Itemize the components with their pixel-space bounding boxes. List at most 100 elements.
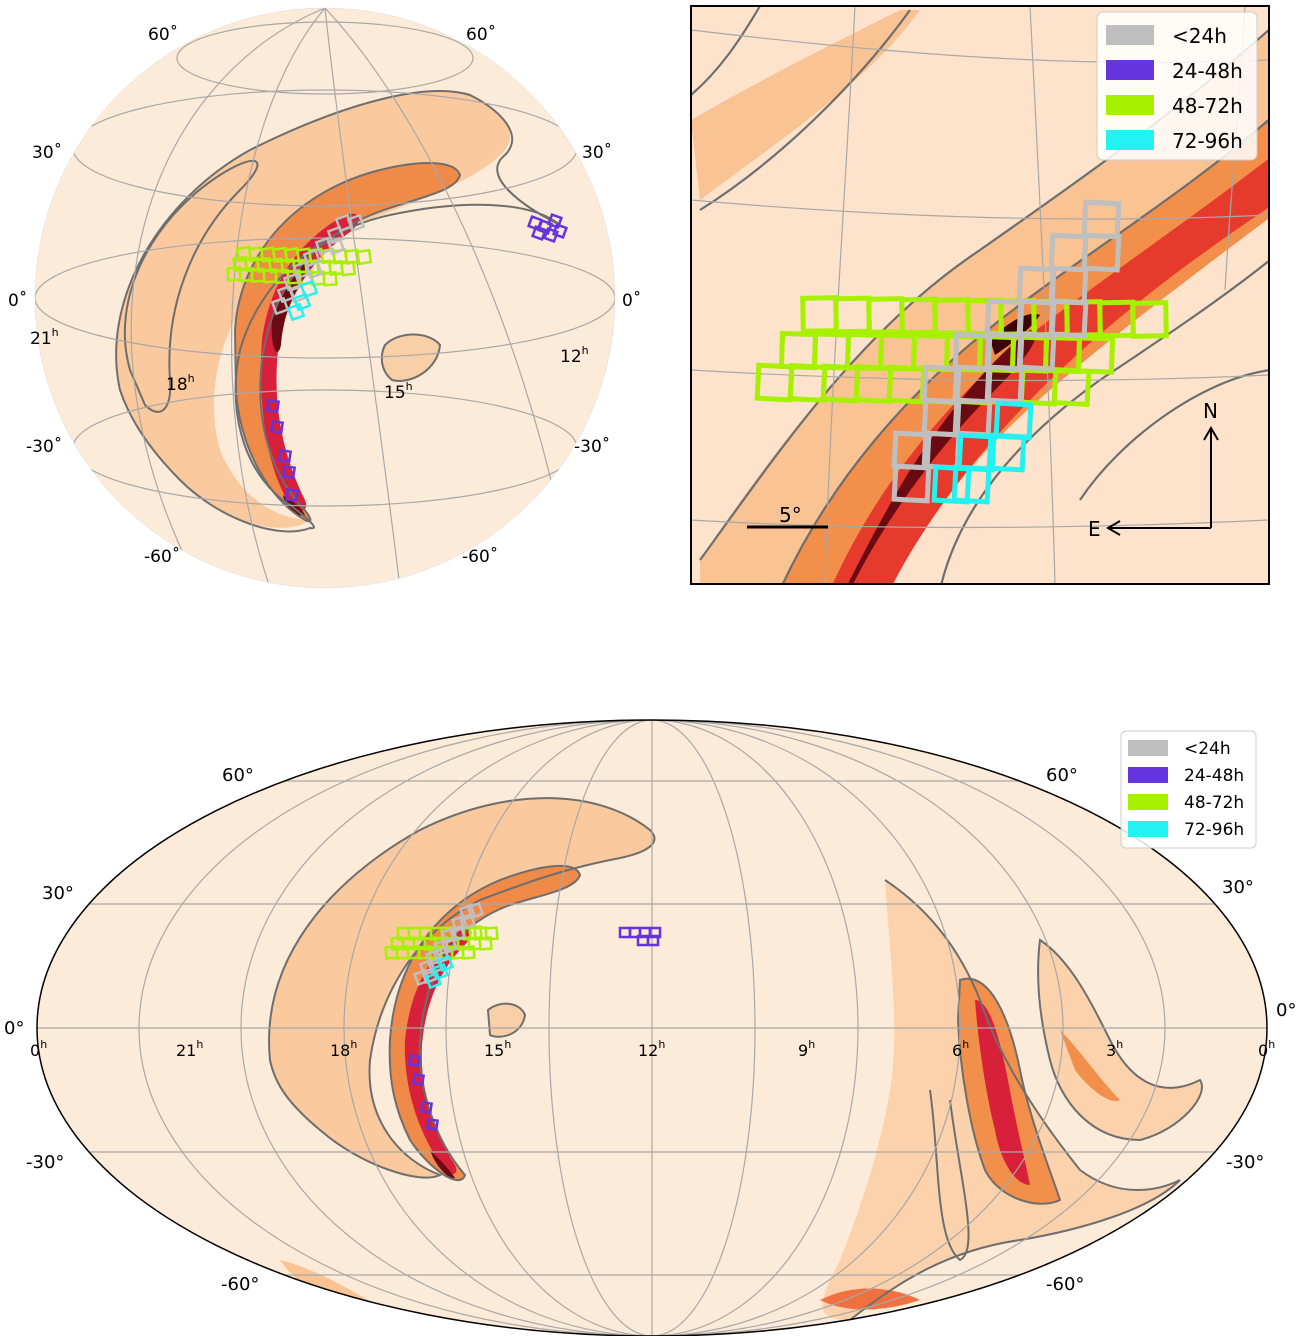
observation-tile bbox=[468, 925, 483, 940]
observation-tile bbox=[282, 272, 302, 292]
observation-tile bbox=[891, 463, 932, 504]
ra-label: 0h bbox=[30, 1038, 47, 1060]
legend-label: 72-96h bbox=[1172, 129, 1243, 153]
ra-label: 12h bbox=[560, 344, 589, 367]
moll-dec-labels: 60° 30° 0° -30° -60° 60° 30° 0° -30° -60… bbox=[4, 765, 1296, 1295]
legend-label: <24h bbox=[1172, 24, 1227, 48]
observation-tile bbox=[304, 260, 324, 280]
dec-label: 0° bbox=[1276, 1000, 1296, 1021]
zoom-frame bbox=[690, 5, 1270, 585]
orthographic-globe-panel: 60˚ 60˚ 30˚ 30˚ 0˚ 0˚ -30˚ -30˚ -60˚ -60… bbox=[8, 7, 641, 589]
dec-label: 60° bbox=[222, 765, 254, 786]
observation-tile bbox=[420, 1101, 433, 1114]
dec-label: 30° bbox=[42, 883, 74, 904]
ra-label: 21h bbox=[30, 326, 59, 349]
moll-right-region-peak bbox=[975, 1000, 1030, 1185]
observation-tile bbox=[412, 1073, 425, 1086]
observation-tile bbox=[432, 946, 451, 965]
legend-label: 48-72h bbox=[1184, 793, 1244, 813]
dec-label: -60˚ bbox=[462, 546, 498, 567]
legend-swatch bbox=[1128, 821, 1168, 837]
observation-tile bbox=[551, 222, 569, 240]
scale-bar: 5° bbox=[747, 503, 828, 529]
dec-label: 0˚ bbox=[622, 290, 641, 311]
observation-tile bbox=[440, 926, 459, 945]
observation-tile bbox=[448, 924, 467, 943]
dec-label: -30° bbox=[26, 1152, 64, 1173]
zoom-outer-band bbox=[700, 29, 1269, 584]
observation-tile bbox=[340, 260, 356, 277]
dec-label: -60˚ bbox=[144, 546, 180, 567]
observation-tile bbox=[418, 958, 437, 977]
legend-label: <24h bbox=[1184, 739, 1231, 759]
legend-swatch bbox=[1128, 794, 1168, 810]
probability-blob bbox=[381, 334, 440, 381]
observation-tile bbox=[424, 971, 443, 990]
dec-label: 60˚ bbox=[466, 24, 496, 45]
dec-label: 0˚ bbox=[8, 290, 27, 311]
observation-tile bbox=[542, 226, 560, 244]
observation-tile bbox=[322, 271, 338, 287]
dec-label: 60° bbox=[1046, 765, 1078, 786]
ra-label: 3h bbox=[1106, 1038, 1123, 1060]
observation-tile bbox=[299, 279, 319, 299]
observation-tile bbox=[281, 464, 297, 480]
globe-background bbox=[35, 8, 615, 588]
ortho-dec-labels: 60˚ 60˚ 30˚ 30˚ 0˚ 0˚ -30˚ -30˚ -60˚ -60… bbox=[8, 24, 641, 567]
probability-inner-arc bbox=[235, 163, 460, 522]
zoom-observation-tiles bbox=[754, 199, 1169, 505]
observation-tile bbox=[951, 464, 992, 505]
observation-tile bbox=[286, 302, 306, 322]
compass: N E bbox=[1088, 399, 1219, 541]
legend-swatch bbox=[1106, 25, 1154, 45]
dec-label: -60° bbox=[221, 1274, 259, 1295]
observation-tile bbox=[931, 464, 972, 505]
dec-label: -30˚ bbox=[26, 436, 62, 457]
legend-swatch bbox=[1106, 130, 1154, 150]
dec-label: -60° bbox=[1046, 1274, 1084, 1295]
observation-tile bbox=[265, 398, 281, 414]
observation-tile bbox=[461, 945, 476, 960]
moll-legend: <24h 24-48h 48-72h 72-96h bbox=[1120, 730, 1257, 849]
mollweide-map-panel: 60° 30° 0° -30° -60° 60° 30° 0° -30° -60… bbox=[4, 719, 1296, 1336]
moll-graticule bbox=[37, 720, 1267, 1336]
observation-tile bbox=[326, 225, 346, 245]
observation-tile bbox=[530, 224, 548, 242]
observation-tile bbox=[412, 968, 431, 987]
north-label: N bbox=[1203, 399, 1218, 423]
observation-tile bbox=[346, 213, 366, 233]
moll-peak-arc bbox=[404, 928, 472, 1175]
ra-label: 9h bbox=[798, 1038, 815, 1060]
observation-tile bbox=[326, 236, 346, 256]
zoom-legend: <24h 24-48h 48-72h 72-96h bbox=[1096, 11, 1258, 161]
moll-right-lobe bbox=[1038, 940, 1202, 1140]
legend-swatch bbox=[1128, 767, 1168, 783]
observation-tile bbox=[426, 1118, 439, 1131]
dec-label: 30° bbox=[1222, 877, 1254, 898]
ra-label: 15h bbox=[484, 1038, 511, 1060]
dec-label: 0° bbox=[4, 1018, 24, 1039]
moll-ra-labels: 0h 21h 18h 15h 12h 9h 6h 3h 0h bbox=[30, 1038, 1275, 1060]
observation-tile bbox=[458, 903, 477, 922]
legend-swatch bbox=[1106, 95, 1154, 115]
ra-label: 18h bbox=[330, 1038, 357, 1060]
zoom-left-fringe bbox=[691, 10, 920, 200]
moll-peak-spot bbox=[430, 1150, 455, 1179]
ortho-ra-labels: 21h 18h 15h 12h bbox=[30, 326, 589, 403]
zoom-panel: 5° N E <24h 24-48h 48-72h 72-96h bbox=[690, 5, 1270, 585]
observation-tile bbox=[986, 432, 1027, 473]
dec-label: 30˚ bbox=[582, 142, 612, 163]
scale-bar-label: 5° bbox=[779, 503, 802, 527]
observation-tile bbox=[277, 448, 293, 464]
observation-tile bbox=[466, 901, 485, 920]
observation-tile bbox=[478, 936, 493, 951]
observation-tile bbox=[269, 419, 285, 435]
observation-tile bbox=[424, 948, 443, 967]
ortho-observation-tiles bbox=[226, 212, 569, 503]
observation-tile bbox=[408, 1054, 421, 1067]
observation-tile bbox=[355, 248, 373, 266]
ra-label: 6h bbox=[952, 1038, 969, 1060]
observation-tile bbox=[270, 296, 290, 316]
observation-tile bbox=[292, 292, 312, 312]
